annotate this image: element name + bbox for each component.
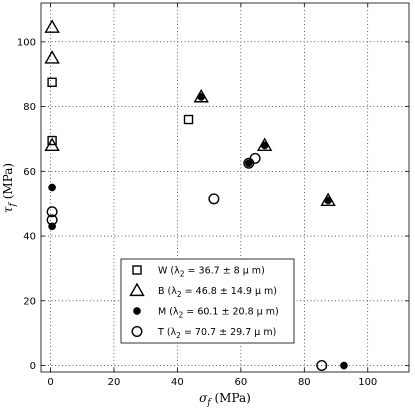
data-point-dot: [340, 361, 348, 370]
legend-label: B (λ2 = 46.8 ± 14.9 μ m): [158, 286, 277, 299]
legend-marker-dot: [133, 307, 141, 315]
y-axis-label: τf (MPa): [1, 163, 18, 213]
y-tick-label: 80: [23, 102, 36, 113]
axis-ticks: 0 20 40 60 80 100 0 20 40 60 80 100: [17, 3, 409, 388]
y-tick-label: 40: [23, 232, 36, 243]
legend-label: W (λ2 = 36.7 ± 8 μ m): [158, 266, 265, 279]
x-tick-label: 40: [171, 377, 184, 388]
y-tick-label: 60: [23, 167, 36, 178]
legend-marker-square: [132, 265, 142, 275]
data-point-triangle: [44, 50, 60, 64]
x-tick-label: 100: [358, 377, 377, 388]
x-axis-label: σf (MPa): [199, 391, 251, 408]
data-point-square: [183, 114, 194, 125]
legend: W (λ2 = 36.7 ± 8 μ m) B (λ2 = 46.8 ± 14.9…: [120, 258, 295, 344]
data-point-triangle: [44, 19, 60, 33]
x-tick-label: 0: [47, 377, 53, 388]
x-tick-label: 60: [234, 377, 247, 388]
data-point-square: [47, 135, 57, 146]
data-point-circle: [249, 152, 261, 164]
data-points: [44, 19, 348, 372]
legend-marker-triangle: [129, 282, 145, 297]
legend-box: [120, 258, 295, 344]
y-tick-label: 100: [17, 37, 36, 48]
data-point-circle: [208, 193, 220, 205]
data-point-square: [47, 77, 57, 88]
x-tick-label: 80: [298, 377, 311, 388]
data-point-circle: [316, 360, 328, 372]
data-point-dot: [48, 183, 56, 192]
data-point-circle: [46, 206, 58, 218]
data-point-dot: [260, 141, 269, 150]
series-square: [47, 77, 194, 146]
data-point-dot: [197, 93, 206, 101]
series-circle: [46, 152, 328, 372]
legend-label: T (λ2 = 70.7 ± 29.7 μ m): [157, 327, 276, 340]
y-tick-label: 20: [23, 296, 36, 307]
data-point-dot: [324, 196, 332, 205]
legend-marker-circle: [131, 326, 143, 338]
legend-label: M (λ2 = 60.1 ± 20.8 μ m): [158, 307, 279, 320]
y-tick-label: 0: [30, 361, 36, 372]
x-tick-label: 20: [108, 377, 121, 388]
data-point-triangle: [44, 137, 60, 151]
data-point-circle: [46, 214, 58, 226]
